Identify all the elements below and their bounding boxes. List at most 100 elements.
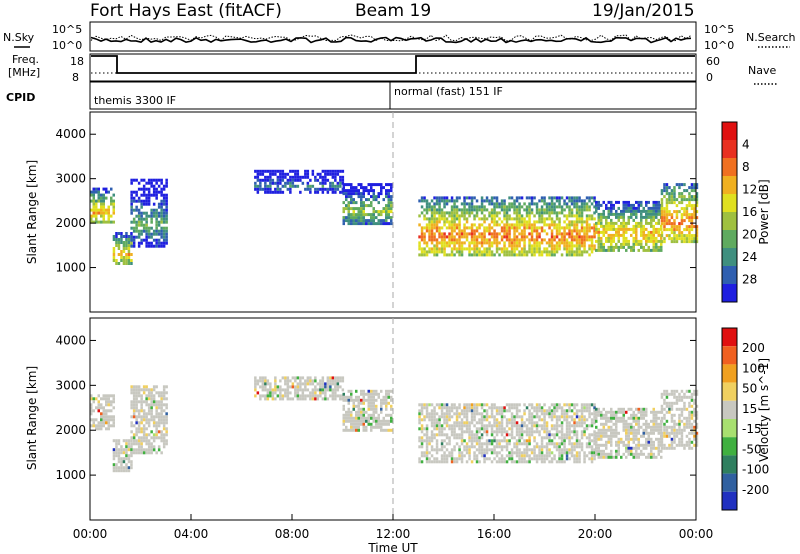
range-cell	[510, 427, 514, 431]
range-cell	[355, 419, 358, 423]
range-cell	[261, 385, 265, 389]
range-cell	[660, 213, 664, 217]
range-cell	[377, 413, 380, 417]
range-cell	[132, 241, 136, 245]
range-cell	[443, 238, 446, 242]
range-cell	[645, 215, 648, 219]
range-cell	[480, 436, 484, 440]
range-cell	[137, 181, 141, 185]
range-cell	[657, 218, 660, 222]
range-cell	[523, 442, 526, 446]
range-cell	[289, 175, 292, 179]
range-cell	[137, 385, 141, 389]
range-cell	[568, 253, 571, 257]
range-cell	[448, 211, 451, 215]
range-cell	[652, 203, 655, 207]
range-cell	[535, 454, 539, 458]
range-cell	[555, 433, 559, 437]
range-cell	[573, 223, 576, 227]
range-cell	[463, 424, 466, 428]
range-cell	[518, 211, 521, 215]
range-cell	[647, 233, 650, 237]
range-cell	[622, 413, 625, 417]
range-cell	[528, 217, 531, 221]
range-cell	[375, 416, 378, 420]
range-cell	[518, 427, 521, 431]
range-cell	[538, 451, 541, 455]
range-cell	[375, 198, 378, 202]
range-cell	[291, 181, 295, 185]
range-cell	[673, 425, 676, 429]
range-cell	[533, 202, 536, 206]
range-cell	[528, 403, 531, 407]
range-cell	[453, 235, 456, 239]
range-cell	[528, 211, 531, 215]
range-cell	[125, 457, 128, 461]
range-cell	[660, 219, 664, 223]
range-cell	[357, 210, 360, 214]
range-cell	[443, 199, 446, 203]
range-cell	[515, 415, 519, 419]
range-cell	[530, 253, 534, 257]
range-cell	[657, 245, 660, 249]
range-cell	[550, 250, 554, 254]
range-cell	[97, 211, 100, 215]
range-cell	[132, 451, 136, 455]
range-cell	[423, 214, 426, 218]
range-cell	[147, 235, 151, 239]
range-cell	[147, 409, 151, 413]
range-cell	[503, 436, 506, 440]
range-cell	[488, 238, 491, 242]
range-cell	[518, 460, 521, 464]
range-cell	[428, 208, 431, 212]
range-cell	[362, 410, 365, 414]
range-cell	[304, 388, 307, 392]
range-cell	[588, 253, 591, 257]
range-cell	[573, 202, 576, 206]
range-cell	[120, 469, 123, 473]
range-cell	[463, 226, 466, 230]
range-cell	[130, 193, 133, 197]
colorbar-swatch	[722, 419, 737, 438]
range-cell	[597, 233, 600, 237]
range-cell	[132, 400, 136, 404]
range-cell	[112, 415, 115, 419]
range-cell	[693, 213, 696, 217]
range-cell	[625, 242, 628, 246]
range-cell	[110, 409, 113, 413]
range-cell	[311, 169, 315, 173]
range-cell	[261, 187, 265, 191]
range-cell	[155, 400, 158, 404]
range-cell	[563, 409, 566, 413]
range-cell	[622, 428, 625, 432]
range-cell	[468, 448, 471, 452]
range-cell	[362, 416, 365, 420]
range-cell	[578, 244, 581, 248]
range-cell	[630, 233, 633, 237]
range-cell	[645, 200, 648, 204]
range-cell	[440, 211, 444, 215]
range-cell	[500, 454, 504, 458]
range-cell	[458, 250, 461, 254]
range-cell	[555, 418, 559, 422]
range-cell	[155, 208, 158, 212]
range-cell	[352, 189, 355, 193]
range-cell	[339, 397, 342, 401]
range-cell	[593, 418, 596, 422]
range-cell	[615, 200, 618, 204]
range-cell	[530, 208, 534, 212]
range-cell	[435, 460, 439, 464]
range-cell	[635, 422, 638, 426]
range-cell	[92, 211, 95, 215]
range-cell	[316, 172, 320, 176]
range-cell	[685, 407, 689, 411]
range-cell	[515, 205, 519, 209]
range-cell	[102, 193, 105, 197]
range-cell	[420, 226, 424, 230]
range-cell	[430, 226, 434, 230]
range-cell	[602, 248, 605, 252]
range-cell	[357, 419, 360, 423]
range-cell	[680, 192, 684, 196]
range-cell	[622, 212, 625, 216]
range-cell	[142, 223, 146, 227]
